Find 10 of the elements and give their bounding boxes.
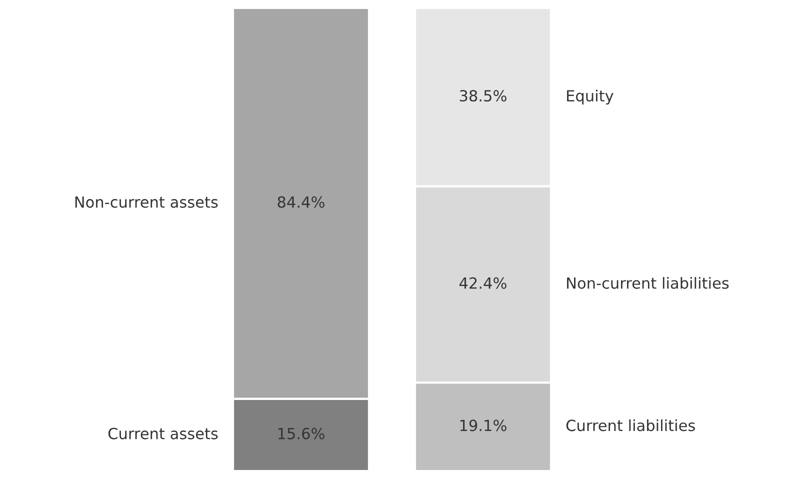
series-label: Non-current liabilities: [567, 277, 729, 289]
series-label: Current liabilities: [566, 419, 695, 432]
data-label: 38.5%: [460, 90, 506, 102]
series-label: Current assets: [108, 428, 218, 440]
data-label: 84.4%: [278, 196, 324, 208]
series-label: Equity: [567, 90, 614, 105]
series-label: Non-current assets: [75, 196, 218, 208]
data-label: 15.6%: [278, 428, 324, 440]
data-label: 19.1%: [460, 420, 506, 432]
data-label: 42.4%: [459, 277, 506, 289]
